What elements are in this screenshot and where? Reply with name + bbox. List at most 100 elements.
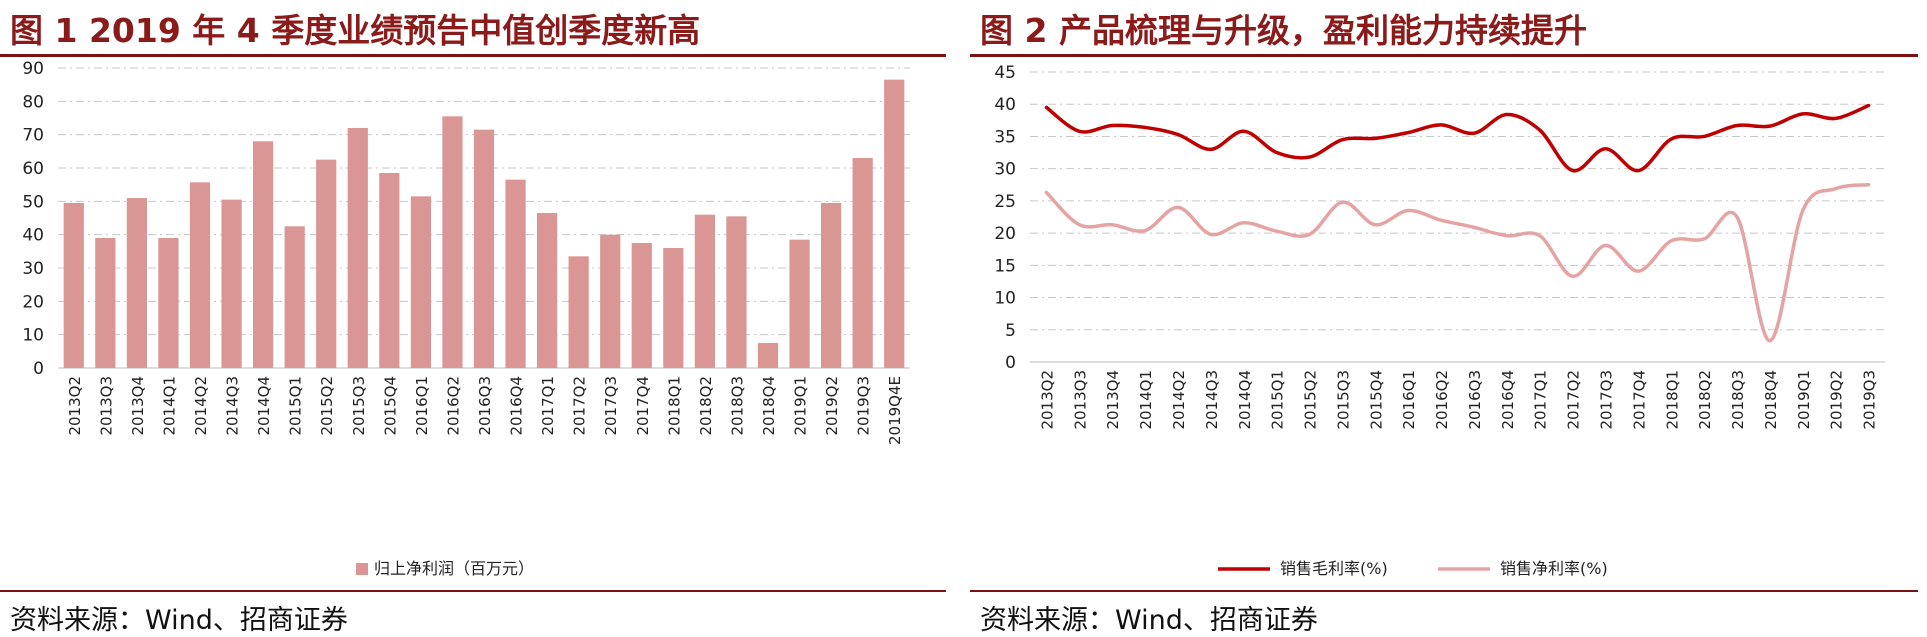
x-tick-label: 2017Q3 xyxy=(1597,370,1615,430)
x-tick-label: 2017Q4 xyxy=(634,376,652,436)
x-tick-label: 2014Q3 xyxy=(224,376,242,436)
y-tick-label: 40 xyxy=(994,95,1016,115)
x-tick-label: 2014Q1 xyxy=(1137,370,1155,430)
x-tick-label: 2017Q1 xyxy=(1532,370,1550,430)
x-tick-label: 2017Q2 xyxy=(1565,370,1583,430)
bar xyxy=(757,343,779,368)
figure-1-source: 资料来源：Wind、招商证券 xyxy=(10,605,348,636)
x-tick-label: 2015Q3 xyxy=(350,376,368,436)
y-tick-label: 20 xyxy=(22,292,44,312)
x-tick-label: 2015Q4 xyxy=(381,376,399,436)
legend-label-net-margin: 销售净利率(%) xyxy=(1500,559,1608,578)
x-tick-label: 2019Q3 xyxy=(1861,370,1879,430)
x-tick-label: 2014Q4 xyxy=(1236,370,1254,430)
x-tick-label: 2013Q2 xyxy=(66,376,84,436)
bar xyxy=(726,216,747,368)
y-tick-label: 35 xyxy=(994,127,1016,147)
x-tick-label: 2018Q3 xyxy=(728,376,746,436)
x-tick-label: 2016Q2 xyxy=(1433,370,1451,430)
x-tick-label: 2015Q2 xyxy=(318,376,336,436)
y-tick-label: 80 xyxy=(22,92,44,112)
bar xyxy=(379,173,400,368)
x-tick-label: 2019Q4E xyxy=(886,376,904,445)
bar xyxy=(663,248,684,368)
x-tick-label: 2013Q4 xyxy=(1104,370,1122,430)
x-tick-label: 2014Q2 xyxy=(1170,370,1188,430)
y-tick-label: 30 xyxy=(994,160,1016,180)
x-tick-label: 2015Q4 xyxy=(1367,370,1385,430)
x-tick-label: 2019Q3 xyxy=(855,376,873,436)
bar xyxy=(789,239,810,368)
y-tick-label: 45 xyxy=(994,63,1016,83)
legend-label-net-profit: 归上净利润（百万元） xyxy=(374,559,534,578)
figure-1-top-rule xyxy=(0,54,946,57)
x-tick-label: 2018Q3 xyxy=(1729,370,1747,430)
bar-chart: 0 10 20 30 40 50 60 70 80 90 2013Q2 2013Q3 2013Q4 201… xyxy=(22,60,910,578)
bar xyxy=(284,226,305,368)
y-tick-label: 10 xyxy=(22,326,44,346)
bar xyxy=(347,128,368,368)
x-tick-label: 2016Q2 xyxy=(444,376,462,436)
x-tick-label: 2019Q2 xyxy=(1828,370,1846,430)
y-tick-label: 0 xyxy=(33,359,44,379)
figure-1-title: 图 1 2019 年 4 季度业绩预告中值创季度新高 xyxy=(10,11,701,50)
x-tick-label: 2014Q2 xyxy=(192,376,210,436)
bar xyxy=(442,116,463,368)
figure-1-panel: 图 1 2019 年 4 季度业绩预告中值创季度新高 0 10 20 30 40 50 60… xyxy=(0,0,950,636)
x-tick-label: 2016Q3 xyxy=(476,376,494,436)
x-tick-label: 2018Q1 xyxy=(665,376,683,436)
bar xyxy=(852,158,873,368)
x-tick-label: 2017Q3 xyxy=(602,376,620,436)
bar xyxy=(600,234,621,368)
y-tick-label: 60 xyxy=(22,159,44,179)
y-tick-label: 50 xyxy=(22,192,44,212)
bar xyxy=(631,243,652,368)
bar xyxy=(410,196,431,368)
y-tick-label: 20 xyxy=(994,224,1016,244)
bar xyxy=(126,198,147,368)
x-tick-label: 2014Q4 xyxy=(255,376,273,436)
x-tick-label: 2015Q1 xyxy=(287,376,305,436)
x-tick-label: 2013Q2 xyxy=(1038,370,1056,430)
bar xyxy=(473,129,495,368)
x-tick-label: 2016Q4 xyxy=(508,376,526,436)
x-tick-label: 2017Q2 xyxy=(571,376,589,436)
x-tick-label: 2017Q4 xyxy=(1630,370,1648,430)
x-tick-label: 2015Q3 xyxy=(1334,370,1352,430)
y-tick-label: 90 xyxy=(22,60,44,79)
x-tick-label: 2015Q2 xyxy=(1302,370,1320,430)
x-tick-label: 2018Q1 xyxy=(1663,370,1681,430)
legend-label-gross-margin: 销售毛利率(%) xyxy=(1280,559,1388,578)
x-tick-label: 2017Q1 xyxy=(539,376,557,436)
x-tick-label: 2016Q3 xyxy=(1466,370,1484,430)
bar xyxy=(253,141,274,368)
bar xyxy=(221,199,242,368)
y-tick-label: 30 xyxy=(22,259,44,279)
bar xyxy=(821,203,842,368)
figure-2-bottom-rule xyxy=(970,590,1918,592)
x-tick-label: 2016Q1 xyxy=(1400,370,1418,430)
bar xyxy=(568,256,589,368)
x-tick-label: 2018Q4 xyxy=(1762,370,1780,430)
line-chart: 0 5 10 15 20 25 30 35 40 45 2013Q2 2013Q3 2013Q4 2014… xyxy=(994,63,1885,578)
x-tick-label: 2014Q1 xyxy=(160,376,178,436)
x-tick-label: 2015Q1 xyxy=(1269,370,1287,430)
legend-swatch-net-profit xyxy=(356,563,368,575)
y-tick-label: 5 xyxy=(1005,321,1016,341)
net-margin-line xyxy=(1044,183,1871,343)
x-tick-label: 2013Q4 xyxy=(129,376,147,436)
y-tick-label: 40 xyxy=(22,226,44,246)
y-tick-label: 15 xyxy=(994,256,1016,276)
x-tick-label: 2016Q1 xyxy=(413,376,431,436)
x-tick-label: 2014Q3 xyxy=(1203,370,1221,430)
x-tick-label: 2016Q4 xyxy=(1499,370,1517,430)
y-tick-label: 0 xyxy=(1005,353,1016,373)
x-tick-label: 2019Q2 xyxy=(823,376,841,436)
figure-2-top-rule xyxy=(970,54,1918,57)
x-tick-label: 2019Q1 xyxy=(1795,370,1813,430)
y-tick-label: 25 xyxy=(994,192,1016,212)
figure-2-panel: 图 2 产品梳理与升级，盈利能力持续提升 0 5 10 15 20 25 30 35 40 45 2… xyxy=(970,0,1927,636)
figure-2-source: 资料来源：Wind、招商证券 xyxy=(980,605,1318,636)
figure-2-title: 图 2 产品梳理与升级，盈利能力持续提升 xyxy=(980,11,1587,50)
